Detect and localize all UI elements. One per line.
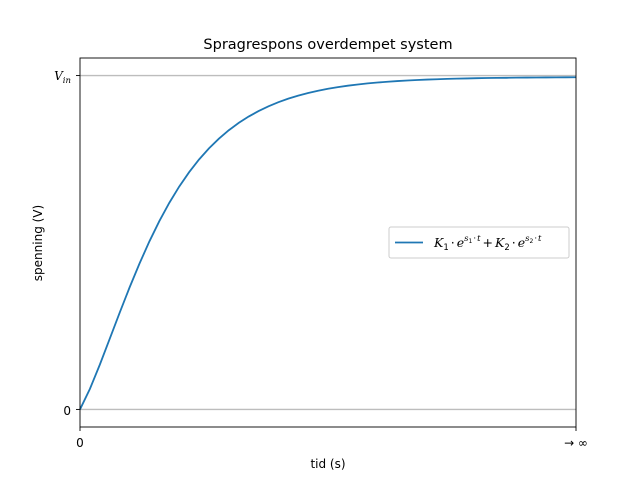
legend-exp1-s: s bbox=[464, 234, 469, 244]
x-tick-label-inf: → ∞ bbox=[564, 436, 588, 450]
y-tick-label-vin: Vin bbox=[54, 69, 71, 86]
y-tick-label-0: 0 bbox=[63, 404, 71, 418]
legend-e1: e bbox=[457, 235, 464, 250]
legend-k1: K bbox=[433, 235, 444, 250]
legend-dot-1: · bbox=[451, 235, 455, 250]
legend-exp2-dot: · bbox=[534, 234, 537, 244]
legend: K1 · es1·t + K2 · es2·t bbox=[388, 226, 570, 259]
legend-exp1-t: t bbox=[477, 234, 481, 244]
legend-k2: K bbox=[494, 235, 505, 250]
legend-plus: + bbox=[482, 235, 492, 250]
legend-label: K1 · es1·t + K2 · es2·t bbox=[433, 234, 542, 253]
plot-frame bbox=[79, 57, 577, 428]
legend-dot-2: · bbox=[512, 235, 516, 250]
series-line bbox=[79, 76, 577, 410]
y-tick-vin-sub: in bbox=[63, 76, 71, 86]
legend-k1-sub: 1 bbox=[443, 243, 448, 253]
legend-exp2-sub: 2 bbox=[530, 238, 534, 245]
legend-exp1-dot: · bbox=[473, 234, 476, 244]
y-axis-label: spenning (V) bbox=[31, 205, 45, 281]
legend-exp2-t: t bbox=[538, 234, 542, 244]
legend-box bbox=[388, 226, 570, 259]
x-axis-label: tid (s) bbox=[310, 457, 345, 471]
legend-exp2-s: s bbox=[525, 234, 530, 244]
chart-title: Spragrespons overdempet system bbox=[203, 37, 452, 53]
y-axis-ticks bbox=[76, 75, 80, 410]
legend-e2: e bbox=[518, 235, 525, 250]
x-axis-ticks bbox=[79, 427, 577, 431]
legend-k2-sub: 2 bbox=[504, 243, 509, 253]
legend-exp1-sub: 1 bbox=[469, 238, 473, 245]
plot-area bbox=[79, 57, 577, 428]
y-tick-vin-base: V bbox=[54, 69, 64, 83]
reference-lines bbox=[80, 74, 576, 411]
x-tick-label-0: 0 bbox=[76, 436, 84, 450]
